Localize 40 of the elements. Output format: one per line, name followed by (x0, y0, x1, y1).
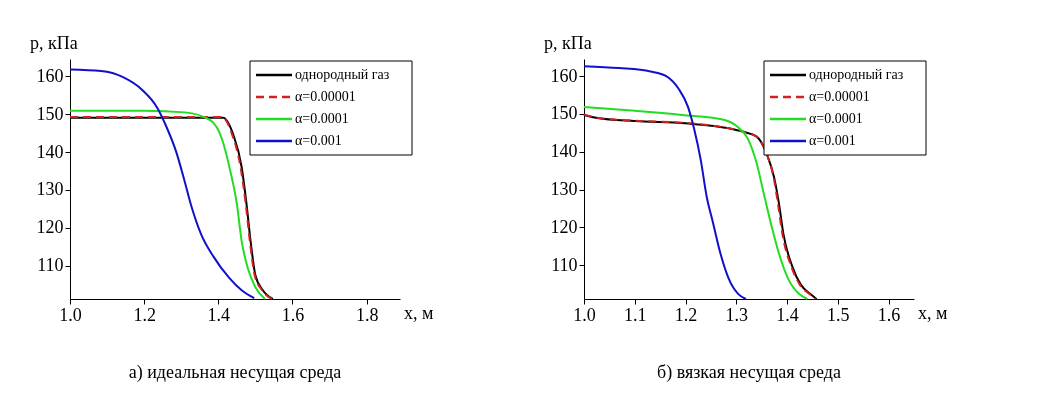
y-axis-title: p, кПа (30, 33, 78, 53)
x-axis-title: x, м (918, 303, 948, 323)
x-tick-label: 1.6 (281, 304, 305, 325)
x-axis-title: x, м (404, 303, 434, 323)
y-tick-label: 160 (550, 65, 578, 86)
legend-label: α=0.0001 (809, 111, 863, 126)
y-axis-title: p, кПа (544, 33, 592, 53)
y-tick-label: 130 (36, 179, 64, 200)
x-tick-label: 1.2 (133, 304, 156, 325)
y-tick-label: 140 (36, 141, 64, 162)
legend-label: α=0.00001 (295, 89, 356, 104)
text: а) идеальная несущая среда (128, 362, 342, 383)
y-tick-label: 110 (551, 254, 578, 275)
legend-label: α=0.001 (295, 133, 342, 148)
x-tick-label: 1.1 (624, 304, 647, 325)
y-tick-label: 110 (37, 255, 64, 276)
legend-label: однородный газ (295, 67, 390, 82)
legend-label: α=0.00001 (809, 89, 870, 104)
text: б) вязкая несущая среда (657, 362, 841, 383)
x-tick-label: 1.4 (776, 304, 799, 325)
y-tick-label: 120 (36, 217, 64, 238)
x-tick-label: 1.3 (725, 304, 749, 325)
x-tick-label: 1.2 (674, 304, 698, 325)
x-tick-label: 1.6 (877, 304, 901, 325)
legend-label: α=0.0001 (295, 111, 349, 126)
y-tick-label: 160 (36, 65, 64, 86)
line-series (583, 65, 747, 300)
x-tick-label: 1.0 (59, 304, 82, 325)
y-tick-label: 150 (550, 103, 578, 124)
x-tick-label: 1.8 (355, 304, 379, 325)
x-tick-label: 1.5 (827, 304, 850, 325)
y-tick-label: 150 (36, 103, 64, 124)
legend-label: однородный газ (809, 67, 904, 82)
line-series (69, 68, 256, 300)
y-tick-label: 130 (550, 179, 578, 200)
y-tick-label: 140 (550, 141, 578, 162)
x-tick-label: 1.0 (573, 304, 596, 325)
x-tick-label: 1.4 (207, 304, 231, 325)
legend-label: α=0.001 (809, 133, 856, 148)
y-tick-label: 120 (550, 216, 578, 237)
